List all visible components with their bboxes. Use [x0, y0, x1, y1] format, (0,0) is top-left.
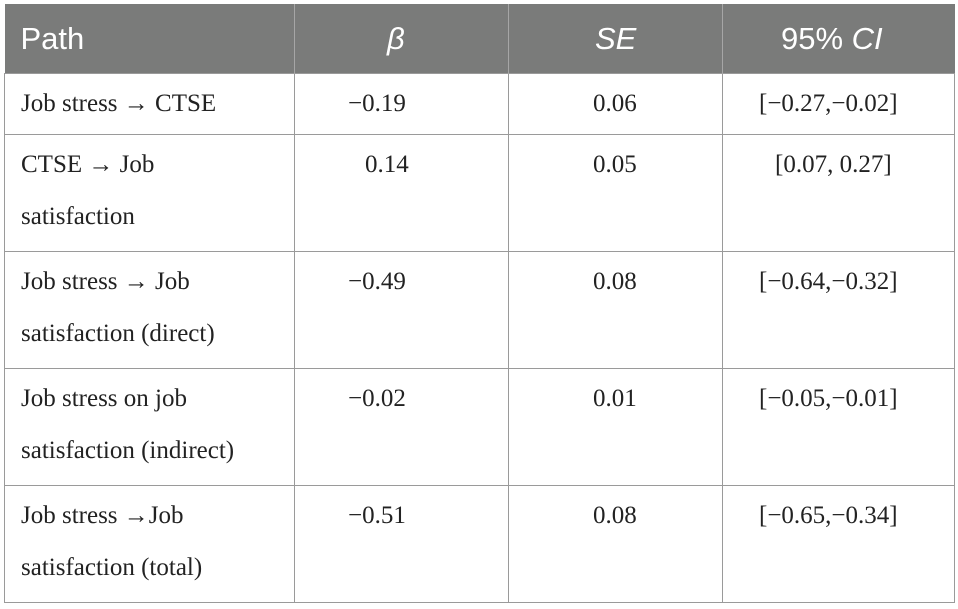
table-row: Job stress on job satisfaction (indirect…: [4, 368, 955, 486]
table-row: Job stress →Job satisfaction (total) −0.…: [4, 485, 955, 603]
beta-cell: −0.49: [294, 251, 509, 369]
ci-cell: [0.07, 0.27]: [722, 134, 955, 252]
mediation-results-table: Path β SE 95% CI Job stress → CTSE −0.19…: [4, 4, 955, 603]
header-ci: 95% CI: [722, 4, 955, 74]
se-cell: 0.08: [508, 485, 723, 603]
header-row: Path β SE 95% CI: [4, 4, 955, 74]
se-cell: 0.06: [508, 73, 723, 135]
table-row: CTSE → Job satisfaction 0.14 0.05 [0.07,…: [4, 134, 955, 252]
table-row: Job stress → Job satisfaction (direct) −…: [4, 251, 955, 369]
beta-cell: 0.14: [294, 134, 509, 252]
path-cell: CTSE → Job satisfaction: [4, 134, 295, 252]
header-ci-prefix: 95%: [781, 20, 852, 56]
beta-cell: −0.19: [294, 73, 509, 135]
ci-cell: [−0.05,−0.01]: [722, 368, 955, 486]
header-ci-label: CI: [851, 20, 883, 56]
header-path: Path: [4, 4, 295, 74]
path-cell: Job stress on job satisfaction (indirect…: [4, 368, 295, 486]
path-cell: Job stress → CTSE: [4, 73, 295, 135]
ci-cell: [−0.65,−0.34]: [722, 485, 955, 603]
header-se: SE: [508, 4, 723, 74]
header-beta: β: [294, 4, 509, 74]
path-cell: Job stress → Job satisfaction (direct): [4, 251, 295, 369]
se-cell: 0.01: [508, 368, 723, 486]
se-cell: 0.05: [508, 134, 723, 252]
ci-cell: [−0.27,−0.02]: [722, 73, 955, 135]
beta-cell: −0.02: [294, 368, 509, 486]
table-row: Job stress → CTSE −0.19 0.06 [−0.27,−0.0…: [4, 73, 955, 135]
beta-cell: −0.51: [294, 485, 509, 603]
ci-cell: [−0.64,−0.32]: [722, 251, 955, 369]
path-cell: Job stress →Job satisfaction (total): [4, 485, 295, 603]
se-cell: 0.08: [508, 251, 723, 369]
